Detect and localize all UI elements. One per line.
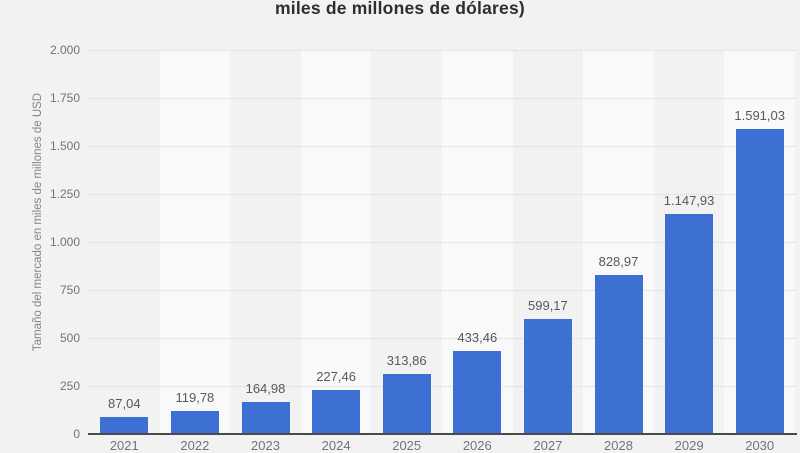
gridline [89, 338, 795, 339]
x-tick-label: 2025 [392, 438, 422, 453]
y-tick-label: 0 [73, 427, 80, 441]
y-tick-label: 1.750 [49, 91, 80, 105]
bar-value-label: 1.591,03 [734, 107, 785, 123]
x-tick-label: 2030 [745, 438, 775, 453]
x-tick-label: 2027 [533, 438, 563, 453]
bar-2021 [100, 417, 149, 434]
y-axis-title: Tamaño del mercado en miles de millones … [32, 92, 44, 352]
chart-title: miles de millones de dólares) [275, 0, 525, 18]
bar-2024 [312, 390, 361, 434]
bar-value-label: 828,97 [598, 253, 639, 269]
bar-value-label: 433,46 [457, 329, 498, 345]
gridline [89, 50, 795, 51]
bar-2027 [523, 318, 572, 434]
bar-value-label: 313,86 [386, 352, 427, 368]
bar-2026 [453, 350, 502, 434]
bar-value-label: 599,17 [528, 297, 568, 313]
y-tick-label: 1.000 [49, 235, 80, 249]
y-tick-label: 750 [59, 283, 80, 297]
plot-area [89, 50, 795, 434]
bar-value-label: 227,46 [316, 369, 356, 385]
x-tick-label: 2024 [321, 438, 351, 453]
x-tick-label: 2026 [462, 438, 492, 453]
bar-value-label: 87,04 [108, 396, 141, 412]
gridline [89, 98, 795, 99]
bar-2028 [594, 274, 643, 434]
gridline [89, 194, 795, 195]
x-axis-line [88, 433, 797, 435]
bar-2029 [665, 213, 714, 434]
y-tick-label: 1.500 [49, 139, 80, 153]
bar-2023 [241, 402, 290, 434]
gridline [89, 242, 795, 243]
y-tick-label: 250 [59, 379, 80, 393]
bar-value-label: 164,98 [245, 381, 286, 397]
bar-2022 [170, 411, 219, 434]
y-tick-label: 500 [59, 331, 80, 345]
x-tick-label: 2021 [109, 438, 139, 453]
bar-2025 [382, 373, 431, 434]
y-tick-label: 1.250 [49, 187, 80, 201]
bar-2030 [735, 128, 784, 434]
gridline [89, 386, 795, 387]
bar-value-label: 119,78 [175, 390, 215, 405]
y-tick-label: 2.000 [49, 43, 80, 57]
x-tick-label: 2029 [674, 438, 704, 453]
gridline [89, 146, 795, 147]
x-tick-label: 2022 [180, 438, 210, 453]
x-tick-label: 2028 [604, 438, 633, 453]
gridline [89, 290, 795, 291]
bar-value-label: 1.147,93 [663, 192, 715, 208]
x-tick-label: 2023 [251, 438, 280, 453]
